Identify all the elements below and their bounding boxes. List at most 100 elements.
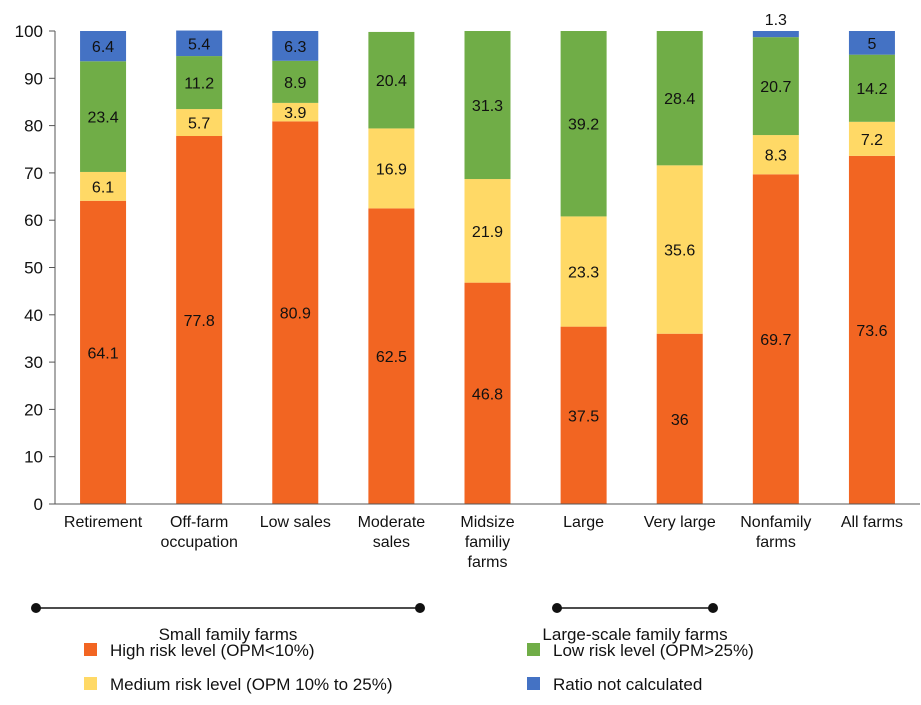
data-label: 3.9 xyxy=(284,105,306,122)
data-label: 39.2 xyxy=(568,117,599,134)
x-category-label: Midsize xyxy=(460,514,514,531)
bar-segment xyxy=(656,333,703,504)
data-label: 36 xyxy=(671,412,689,429)
group-bracket-end xyxy=(708,603,718,613)
bar-segment xyxy=(176,30,223,57)
data-label: 5.4 xyxy=(188,36,210,53)
x-category-label: Low sales xyxy=(260,514,331,531)
legend-swatch xyxy=(84,677,97,690)
data-label: 8.9 xyxy=(284,75,306,92)
x-category-label: Retirement xyxy=(64,514,143,531)
data-label: 37.5 xyxy=(568,408,599,425)
legend-swatch xyxy=(527,643,540,656)
bar-segment xyxy=(464,282,511,504)
bar-segment xyxy=(464,179,511,283)
y-tick-label: 100 xyxy=(15,22,43,41)
x-category-label: occupation xyxy=(160,534,237,551)
bar-segment xyxy=(752,174,799,504)
bar-segment xyxy=(176,136,223,505)
data-label: 28.4 xyxy=(664,91,695,108)
data-label: 7.2 xyxy=(861,132,883,149)
y-tick-label: 30 xyxy=(24,353,43,372)
y-axis: 0 10 20 30 40 50 60 70 80 90 100 xyxy=(15,22,56,514)
data-label: 80.9 xyxy=(280,306,311,323)
bar-segment xyxy=(368,208,415,504)
bar-segment xyxy=(80,31,127,62)
data-label: 5.7 xyxy=(188,116,210,133)
legend-label: Ratio not calculated xyxy=(553,675,702,694)
bar-segment xyxy=(272,121,319,504)
data-label: 14.2 xyxy=(856,81,887,98)
x-category-label: farms xyxy=(468,554,508,571)
bar-segment xyxy=(176,56,223,110)
y-tick-label: 10 xyxy=(24,448,43,467)
bar-segment xyxy=(368,31,415,129)
group-bracket-end xyxy=(415,603,425,613)
y-tick-label: 60 xyxy=(24,211,43,230)
y-tick-label: 0 xyxy=(34,495,43,514)
bar-segment xyxy=(80,200,127,504)
data-label: 5 xyxy=(867,36,876,53)
y-tick-label: 40 xyxy=(24,306,43,325)
x-category-label: sales xyxy=(373,534,410,551)
data-label: 6.3 xyxy=(284,39,306,56)
data-label: 69.7 xyxy=(760,332,791,349)
bar-segment xyxy=(752,31,799,38)
x-category-label: Very large xyxy=(644,514,716,531)
bar-segment xyxy=(560,326,607,504)
data-label: 62.5 xyxy=(376,349,407,366)
bars: 64.1 6.1 23.4 6.4 77.8 5.7 11.2 5.4 80.9 3.9 8.9 6.… xyxy=(80,12,895,505)
y-tick-label: 20 xyxy=(24,400,43,419)
data-label: 1.3 xyxy=(765,12,787,29)
legend-swatch xyxy=(84,643,97,656)
bar-segment xyxy=(848,155,895,504)
legend-label: Medium risk level (OPM 10% to 25%) xyxy=(110,675,392,694)
bar-segment xyxy=(752,37,799,136)
bar-segment xyxy=(464,31,511,180)
data-label: 31.3 xyxy=(472,98,503,115)
data-label: 6.1 xyxy=(92,179,114,196)
bar-segment xyxy=(272,102,319,122)
x-category-label: Large xyxy=(563,514,604,531)
bar-segment xyxy=(848,121,895,156)
bar-segment xyxy=(80,61,127,172)
data-label: 16.9 xyxy=(376,161,407,178)
data-label: 46.8 xyxy=(472,386,503,403)
data-label: 23.4 xyxy=(87,110,118,127)
x-axis: Retirement Off-farm occupation Low sales Mod… xyxy=(55,503,920,571)
x-category-label: All farms xyxy=(841,514,903,531)
y-tick-label: 70 xyxy=(24,164,43,183)
x-category-label: Moderate xyxy=(358,514,426,531)
bar-segment xyxy=(752,135,799,175)
x-category-label: Off-farm xyxy=(170,514,228,531)
data-label: 77.8 xyxy=(184,313,215,330)
group-bracket-end xyxy=(552,603,562,613)
data-label: 23.3 xyxy=(568,265,599,282)
group-bracket-end xyxy=(31,603,41,613)
y-tick-label: 50 xyxy=(24,259,43,278)
bar-segment xyxy=(656,31,703,166)
x-category-label: Nonfamily xyxy=(740,514,811,531)
data-label: 64.1 xyxy=(87,345,118,362)
y-tick-label: 80 xyxy=(24,117,43,136)
data-label: 35.6 xyxy=(664,243,695,260)
bar-segment xyxy=(656,165,703,334)
bar-segment xyxy=(272,31,319,61)
bar-segment xyxy=(848,31,895,55)
data-label: 11.2 xyxy=(184,76,214,93)
group-label: Large-scale family farms xyxy=(542,625,727,644)
data-label: 20.7 xyxy=(760,79,791,96)
y-tick-label: 90 xyxy=(24,69,43,88)
bar-segment xyxy=(368,128,415,209)
data-label: 73.6 xyxy=(856,323,887,340)
legend: High risk level (OPM<10%) Low risk level … xyxy=(84,641,754,694)
data-label: 8.3 xyxy=(765,148,787,165)
x-category-label: familiy xyxy=(465,534,510,551)
group-label: Small family farms xyxy=(159,625,298,644)
bar-segment xyxy=(560,31,607,217)
data-label: 20.4 xyxy=(376,73,407,90)
bar-segment xyxy=(176,109,223,137)
bar-segment xyxy=(848,54,895,122)
category-groups: Small family farms Large-scale family far… xyxy=(31,603,728,644)
